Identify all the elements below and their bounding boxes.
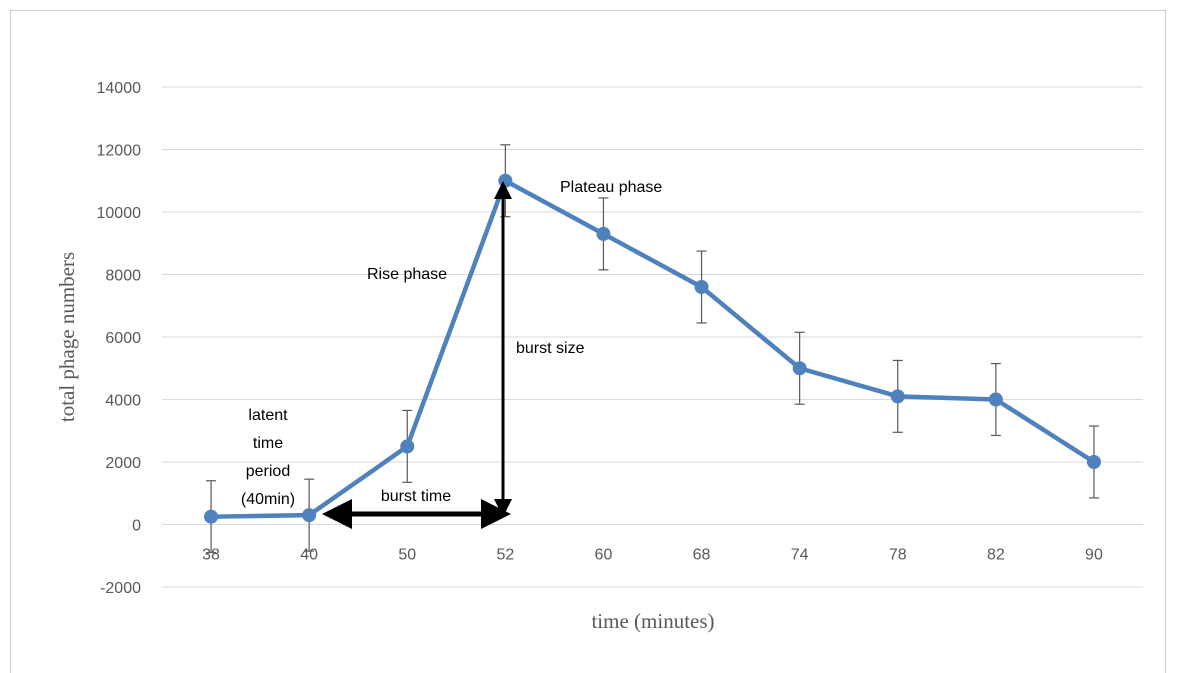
x-tick-label: 68 [693, 547, 711, 564]
data-point [988, 392, 1003, 407]
data-point [302, 508, 317, 523]
x-tick-label: 78 [889, 547, 907, 564]
rise-phase-label: Rise phase [367, 266, 447, 283]
x-tick-label: 38 [202, 547, 220, 564]
burst-time-label: burst time [381, 488, 451, 505]
data-points [204, 173, 1101, 524]
y-tick-label: 2000 [105, 455, 141, 472]
plateau-phase-label: Plateau phase [560, 179, 662, 196]
data-point [400, 439, 415, 454]
data-point [1086, 455, 1101, 469]
chart-frame [10, 10, 1166, 673]
data-point [596, 226, 611, 241]
y-tick-label: 4000 [105, 393, 141, 410]
y-tick-label: 0 [132, 518, 141, 535]
x-tick-label: 52 [496, 547, 514, 564]
latent-label-line-4: (40min) [241, 491, 295, 508]
series-line [211, 178, 1096, 519]
y-tick-labels: -2000 0 2000 4000 6000 8000 10000 12000 14000 [97, 80, 142, 597]
x-tick-label: 50 [398, 547, 416, 564]
data-point [498, 173, 513, 188]
y-tick-label: 10000 [97, 205, 142, 222]
y-tick-label: 8000 [105, 268, 141, 285]
x-tick-label: 74 [791, 547, 809, 564]
x-axis-title: time (minutes) [591, 609, 714, 633]
latent-label-line-2: time [253, 435, 283, 452]
x-tick-label: 60 [595, 547, 613, 564]
x-tick-label: 82 [987, 547, 1005, 564]
burst-size-label: burst size [516, 340, 585, 357]
y-tick-label: -2000 [100, 580, 141, 597]
data-point [792, 361, 807, 376]
data-point [890, 389, 905, 404]
y-axis-title: total phage numbers [55, 252, 79, 422]
series-polyline [211, 178, 1096, 519]
latent-label-line-1: latent [248, 407, 288, 424]
y-tick-label: 12000 [97, 143, 142, 160]
x-tick-label: 90 [1085, 547, 1103, 564]
y-tick-label: 6000 [105, 330, 141, 347]
y-tick-label: 14000 [97, 80, 142, 97]
data-point [694, 280, 709, 294]
data-point [204, 509, 219, 524]
x-tick-labels: 38 40 50 52 60 68 74 78 82 90 [202, 547, 1103, 564]
latent-label-line-3: period [246, 463, 290, 480]
